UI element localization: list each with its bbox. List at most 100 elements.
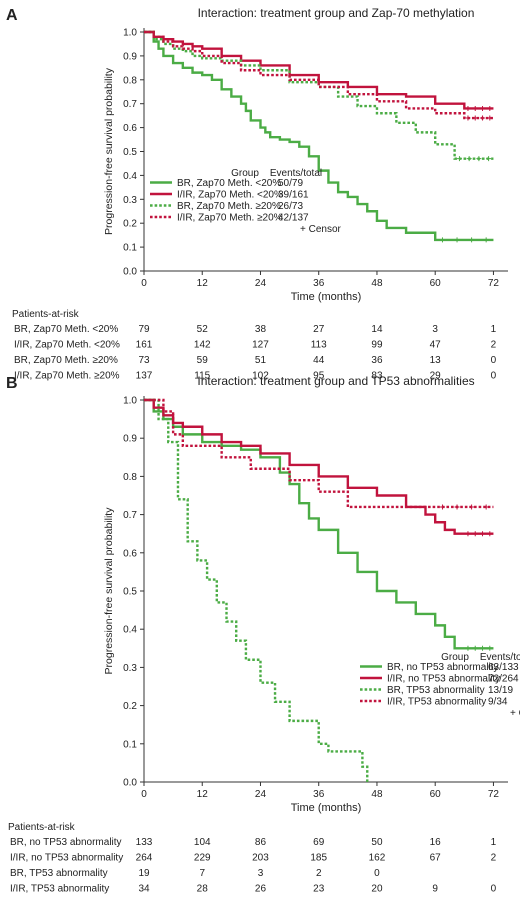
censor-mark [476, 156, 482, 162]
x-tick-label: 72 [488, 278, 500, 289]
censor-mark [469, 504, 475, 510]
at-risk-value: 133 [136, 837, 153, 848]
at-risk-value: 52 [197, 324, 209, 335]
at-risk-value: 20 [371, 884, 383, 895]
at-risk-value: 26 [255, 884, 267, 895]
censor-mark [472, 115, 478, 121]
x-tick-label: 36 [313, 278, 325, 289]
at-risk-value: 36 [371, 355, 383, 366]
legend-label: BR, Zap70 Meth. <20% [177, 178, 281, 189]
at-risk-value: 162 [369, 853, 386, 864]
at-risk-value: 95 [313, 371, 325, 382]
censor-mark [487, 115, 493, 121]
legend-censor: + Censor [300, 224, 342, 235]
at-risk-value: 137 [136, 371, 153, 382]
at-risk-value: 38 [255, 324, 267, 335]
y-tick-label: 0.1 [123, 739, 137, 750]
at-risk-value: 0 [491, 884, 497, 895]
at-risk-value: 7 [199, 868, 205, 879]
y-tick-label: 0.3 [123, 663, 137, 674]
x-tick-label: 24 [255, 278, 267, 289]
legend-events: 50/79 [278, 178, 303, 189]
y-tick-label: 0.2 [123, 701, 137, 712]
censor-mark [439, 504, 445, 510]
at-risk-title: Patients-at-risk [12, 309, 80, 320]
at-risk-value: 102 [252, 371, 269, 382]
x-tick-label: 0 [141, 278, 147, 289]
at-risk-value: 2 [491, 853, 497, 864]
x-tick-label: 48 [371, 278, 383, 289]
at-risk-value: 27 [313, 324, 325, 335]
censor-mark [465, 105, 471, 111]
at-risk-value: 14 [371, 324, 383, 335]
censor-mark [466, 156, 472, 162]
at-risk-title: Patients-at-risk [8, 822, 76, 833]
censor-mark [487, 645, 493, 651]
at-risk-label: I/IR, Zap70 Meth. <20% [14, 340, 120, 351]
legend-events: 13/19 [488, 685, 513, 696]
at-risk-value: 44 [313, 355, 325, 366]
y-tick-label: 0.7 [123, 510, 137, 521]
x-tick-label: 12 [197, 789, 209, 800]
y-tick-label: 0.6 [123, 123, 137, 134]
y-tick-label: 0.5 [123, 147, 137, 158]
legend-events: 39/161 [278, 190, 309, 201]
chart-title: Interaction: treatment group and Zap-70 … [198, 6, 475, 20]
chart-title: Interaction: treatment group and TP53 ab… [197, 374, 474, 388]
y-tick-label: 0.7 [123, 99, 137, 110]
series-line-2 [144, 30, 494, 160]
censor-mark [456, 156, 462, 162]
at-risk-value: 0 [491, 355, 497, 366]
at-risk-label: BR, no TP53 abnormality [10, 837, 122, 848]
x-tick-label: 36 [313, 789, 325, 800]
legend-label: I/IR, Zap70 Meth. <20% [177, 190, 283, 201]
x-tick-label: 48 [371, 789, 383, 800]
at-risk-value: 0 [491, 371, 497, 382]
censor-mark [487, 531, 493, 537]
y-tick-label: 0.8 [123, 472, 137, 483]
y-tick-label: 1.0 [123, 396, 137, 407]
at-risk-value: 0 [374, 868, 380, 879]
at-risk-value: 3 [258, 868, 264, 879]
at-risk-value: 1 [491, 324, 497, 335]
at-risk-label: BR, Zap70 Meth. <20% [14, 324, 118, 335]
censor-mark [439, 237, 445, 243]
censor-mark [465, 645, 471, 651]
legend-label: I/IR, Zap70 Meth. ≥20% [177, 213, 283, 224]
at-risk-value: 2 [316, 868, 322, 879]
legend-label: BR, no TP53 abnormality [387, 662, 499, 673]
censor-mark [472, 531, 478, 537]
at-risk-value: 59 [197, 355, 209, 366]
censor-mark [483, 237, 489, 243]
at-risk-value: 69 [313, 837, 325, 848]
legend-group-header: Group [441, 652, 469, 663]
at-risk-value: 142 [194, 340, 211, 351]
at-risk-value: 104 [194, 837, 211, 848]
at-risk-value: 34 [138, 884, 150, 895]
legend-events: 72/264 [488, 674, 519, 685]
series-line-1 [144, 398, 494, 535]
x-tick-label: 0 [141, 789, 147, 800]
y-axis-label: Progression-free survival probability [103, 507, 115, 675]
at-risk-label: I/IR, TP53 abnormality [10, 884, 109, 895]
y-tick-label: 0.9 [123, 434, 137, 445]
at-risk-value: 67 [430, 853, 442, 864]
panel-letter: A [6, 7, 18, 24]
at-risk-value: 161 [136, 340, 153, 351]
at-risk-value: 99 [371, 340, 383, 351]
legend-events: 42/137 [278, 213, 309, 224]
series-line-1 [144, 30, 494, 110]
censor-mark [472, 105, 478, 111]
at-risk-value: 127 [252, 340, 269, 351]
at-risk-value: 185 [310, 853, 327, 864]
censor-mark [469, 237, 475, 243]
legend-group-header: Group [231, 168, 259, 179]
y-tick-label: 0.3 [123, 195, 137, 206]
y-tick-label: 0.8 [123, 75, 137, 86]
y-tick-label: 0.4 [123, 625, 137, 636]
y-tick-label: 0.0 [123, 267, 137, 278]
legend-label: BR, Zap70 Meth. ≥20% [177, 201, 281, 212]
at-risk-value: 79 [138, 324, 150, 335]
at-risk-value: 29 [430, 371, 442, 382]
